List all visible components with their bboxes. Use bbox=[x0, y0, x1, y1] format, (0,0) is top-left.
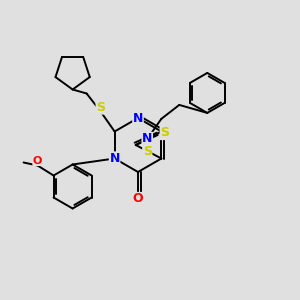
Text: N: N bbox=[133, 112, 143, 124]
Text: O: O bbox=[133, 193, 143, 206]
Text: S: S bbox=[96, 101, 105, 114]
Text: N: N bbox=[110, 152, 120, 165]
Text: O: O bbox=[33, 155, 42, 166]
Text: S: S bbox=[143, 145, 152, 158]
Text: N: N bbox=[142, 132, 152, 146]
Text: S: S bbox=[160, 127, 169, 140]
